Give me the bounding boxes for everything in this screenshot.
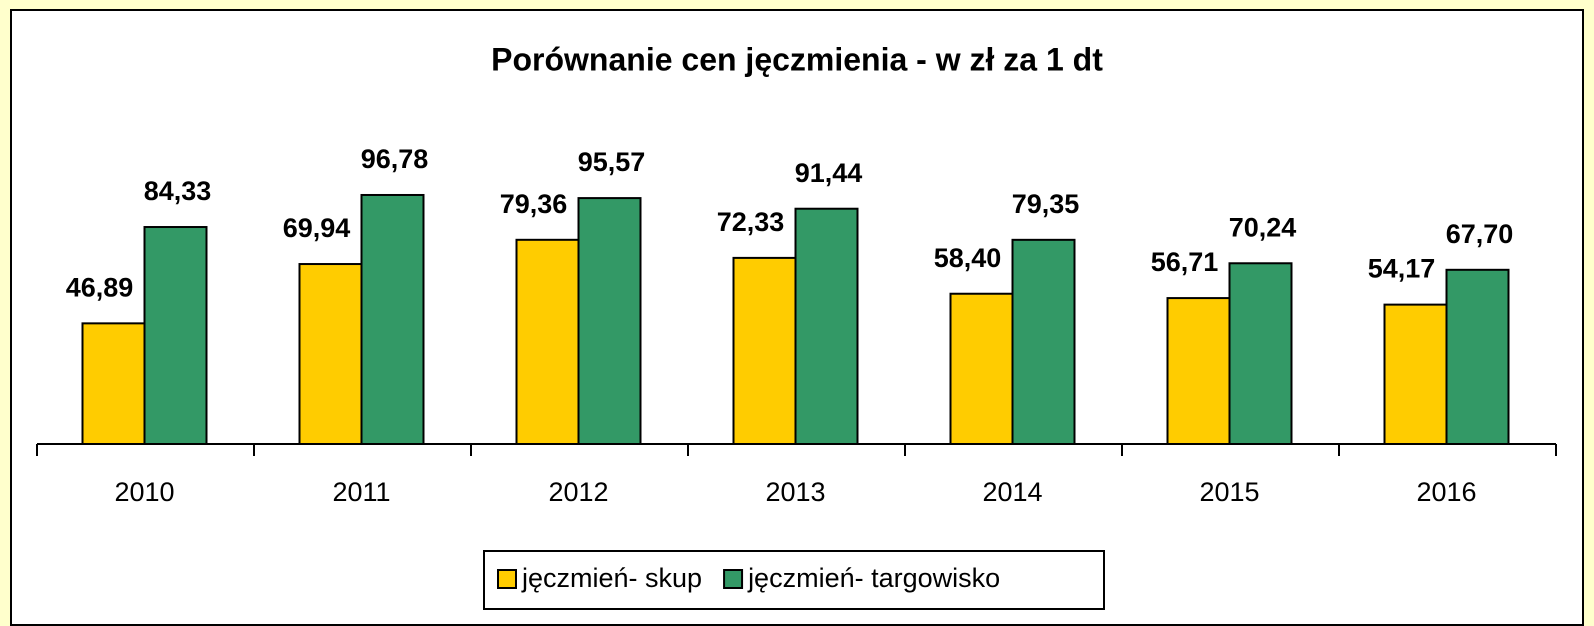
value-label: 69,94 <box>283 213 351 243</box>
value-label: 58,40 <box>934 243 1002 273</box>
value-label: 54,17 <box>1368 254 1436 284</box>
value-label: 95,57 <box>578 147 646 177</box>
value-label: 56,71 <box>1151 247 1219 277</box>
bar <box>81 322 146 445</box>
bar <box>1383 303 1448 445</box>
bar <box>949 292 1014 445</box>
x-tick-label: 2016 <box>1416 477 1476 507</box>
value-label: 79,36 <box>500 189 568 219</box>
legend <box>483 550 1105 610</box>
value-label: 96,78 <box>361 144 429 174</box>
bar <box>794 207 859 445</box>
bar <box>1445 268 1510 445</box>
bar <box>298 263 363 445</box>
value-label: 72,33 <box>717 207 785 237</box>
x-tick-label: 2012 <box>548 477 608 507</box>
bar <box>732 256 797 445</box>
value-label: 46,89 <box>66 272 134 302</box>
value-label: 70,24 <box>1229 212 1297 242</box>
value-label: 91,44 <box>795 158 863 188</box>
x-tick-label: 2014 <box>982 477 1042 507</box>
value-label: 79,35 <box>1012 189 1080 219</box>
legend-label: jęczmień- targowisko <box>747 563 1000 593</box>
chart-title: Porównanie cen jęczmienia - w zł za 1 dt <box>491 41 1103 77</box>
x-tick-label: 2010 <box>114 477 174 507</box>
x-tick-label: 2015 <box>1199 477 1259 507</box>
value-label: 84,33 <box>144 176 212 206</box>
bar <box>1228 262 1293 446</box>
value-label: 67,70 <box>1446 219 1514 249</box>
bar <box>515 238 580 445</box>
bar <box>1166 297 1231 445</box>
legend-swatch <box>497 569 517 589</box>
legend-label: jęczmień- skup <box>521 563 702 593</box>
x-tick-label: 2013 <box>765 477 825 507</box>
bar <box>360 193 425 445</box>
bar <box>577 197 642 445</box>
bar <box>143 226 208 445</box>
x-tick-label: 2011 <box>332 477 390 507</box>
legend-swatch <box>723 569 744 589</box>
bar <box>1011 238 1076 445</box>
